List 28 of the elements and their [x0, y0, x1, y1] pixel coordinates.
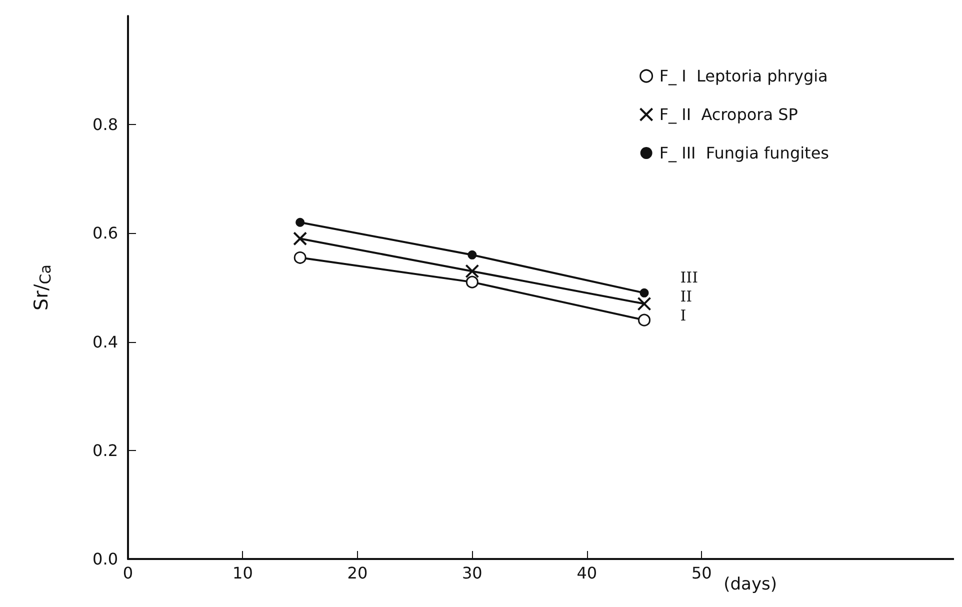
x-tick-label: 20	[347, 564, 368, 582]
point	[638, 314, 650, 326]
x-tick-label: 40	[576, 564, 598, 582]
annotation: III	[680, 268, 698, 287]
x-axis-title: (days)	[724, 574, 777, 594]
point	[465, 264, 480, 278]
x-tick-label: 10	[232, 564, 253, 582]
y-tick-label: 0.4	[92, 332, 118, 352]
x-tick-label: 0	[122, 564, 134, 582]
legend-label: F_ II Acropora SP	[659, 105, 798, 124]
point	[294, 251, 306, 264]
annotation: II	[680, 288, 692, 306]
y-tick-label: 0.2	[92, 440, 118, 460]
y-tick-label: 0.8	[92, 115, 118, 134]
point	[293, 232, 308, 246]
annotation: I	[680, 306, 686, 325]
legend-label: F_ III Fungia fungites	[659, 144, 829, 162]
y-axis-title: Sr/Ca	[30, 264, 54, 310]
x-tick-label: 50	[691, 564, 712, 582]
point	[640, 288, 649, 298]
point	[468, 250, 477, 260]
point	[637, 296, 652, 311]
point	[296, 218, 305, 227]
legend-label: F_ I Leptoria phrygia	[659, 66, 828, 86]
y-tick-label: 0.0	[92, 550, 118, 568]
point	[466, 276, 478, 288]
y-tick-label: 0.6	[92, 224, 118, 243]
x-tick-label: 30	[462, 564, 482, 582]
